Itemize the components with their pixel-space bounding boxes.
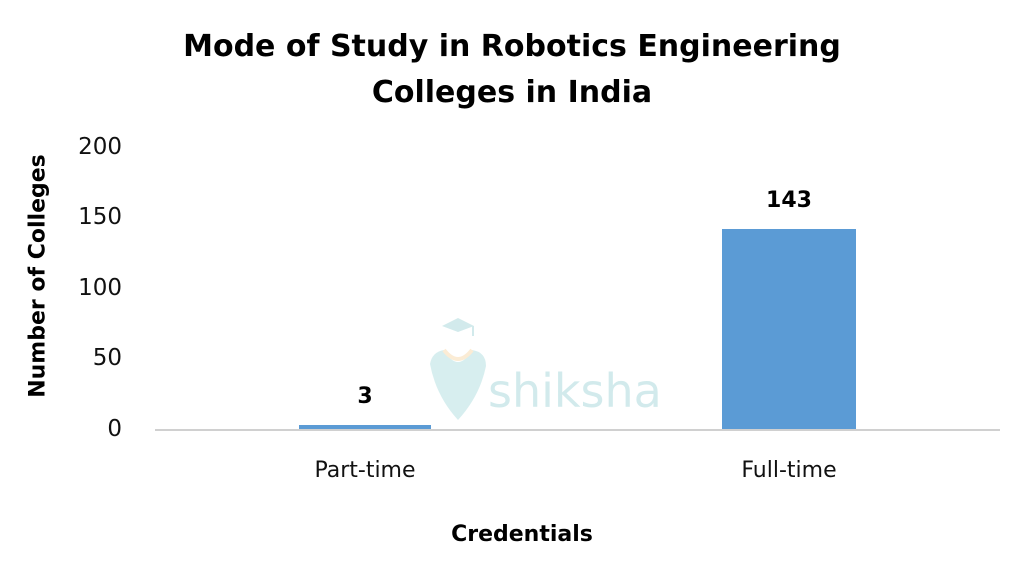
chart-title-line-2: Colleges in India bbox=[371, 75, 653, 110]
chart-title: Mode of Study in Robotics Engineering Co… bbox=[0, 24, 1024, 116]
chart-title-line-1: Mode of Study in Robotics Engineering bbox=[183, 29, 841, 64]
y-tick-200: 200 bbox=[78, 134, 122, 160]
data-label-part-time: 3 bbox=[357, 384, 373, 409]
data-label-full-time: 143 bbox=[766, 188, 812, 213]
graduation-cap-logo-icon bbox=[430, 318, 486, 420]
y-tick-150: 150 bbox=[78, 204, 122, 230]
watermark-text: shiksha bbox=[488, 364, 662, 418]
x-tick-part-time: Part-time bbox=[314, 458, 416, 483]
x-axis-line bbox=[155, 429, 1000, 431]
bar-full-time bbox=[722, 229, 856, 429]
x-axis-label: Credentials bbox=[451, 522, 593, 547]
y-tick-100: 100 bbox=[78, 275, 122, 301]
shiksha-watermark: shiksha bbox=[428, 316, 662, 430]
x-tick-full-time: Full-time bbox=[741, 458, 837, 483]
y-tick-0: 0 bbox=[107, 416, 122, 442]
y-axis-label: Number of Colleges bbox=[25, 154, 51, 398]
y-tick-50: 50 bbox=[92, 345, 122, 371]
bar-part-time bbox=[299, 425, 431, 429]
